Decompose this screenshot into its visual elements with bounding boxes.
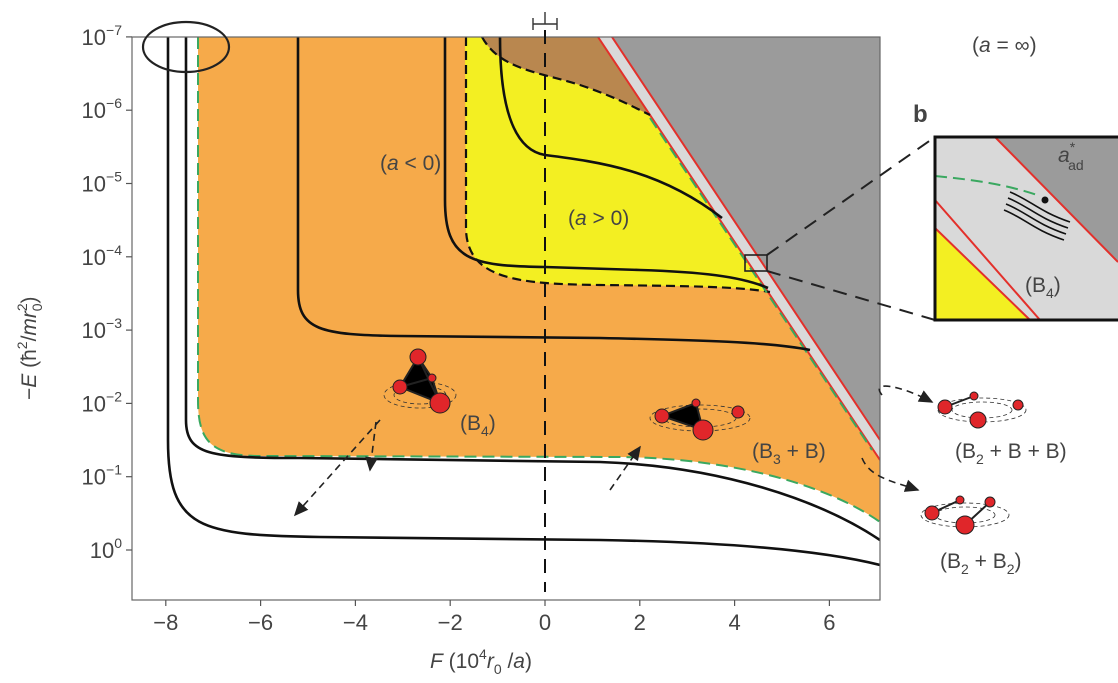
y-tick-label: 10−2: [82, 388, 123, 416]
y-axis-label: −E (ħ2/mr20): [14, 296, 45, 400]
y-tick-label: 10−7: [82, 22, 123, 50]
label-b2-b-b: (B2 + B + B): [955, 440, 1067, 467]
tick-base: 10: [82, 465, 106, 490]
tick-exponent: −6: [106, 95, 122, 111]
y-tick-label: 10−1: [82, 462, 123, 490]
tick-base: 10: [82, 25, 106, 50]
molecule-b2-b-b: [938, 392, 1026, 428]
tick-base: 10: [82, 391, 106, 416]
label-b2-b2: (B2 + B2): [940, 550, 1022, 577]
tick-exponent: −2: [106, 388, 122, 404]
tick-exponent: 0: [114, 535, 122, 551]
x-tick-label: −4: [343, 610, 368, 635]
label-b4: (B4): [460, 412, 496, 439]
tick-exponent: −5: [106, 169, 122, 185]
tick-exponent: −3: [106, 315, 122, 331]
y-tick-label: 10−3: [82, 315, 123, 343]
tick-exponent: −1: [106, 462, 122, 478]
label-a-infinite: (a = ∞): [972, 34, 1037, 57]
tick-base: 10: [82, 318, 106, 343]
x-tick-label: −2: [438, 610, 463, 635]
tick-base: 10: [90, 538, 114, 563]
x-tick-label: −6: [248, 610, 273, 635]
x-tick-label: 0: [539, 610, 551, 635]
y-tick-label: 100: [90, 535, 122, 563]
molecule-b2-b2: [921, 496, 1009, 534]
y-tick-label: 10−6: [82, 95, 123, 123]
tick-exponent: −4: [106, 242, 122, 258]
error-bar: [533, 12, 557, 30]
tick-base: 10: [82, 245, 106, 270]
tick-exponent: −7: [106, 22, 122, 38]
figure: b a*ad (B4) (a < 0) (a > 0) (a = ∞) (B4)…: [0, 0, 1118, 683]
x-tick-label: 4: [728, 610, 740, 635]
label-b3-b: (B3 + B): [752, 440, 826, 467]
tick-base: 10: [82, 172, 106, 197]
label-a-positive: (a > 0): [568, 207, 629, 230]
panel-label: b: [913, 101, 928, 128]
tick-base: 10: [82, 98, 106, 123]
phase-regions: [168, 37, 880, 565]
x-tick-label: 6: [823, 610, 835, 635]
label-a-negative: (a < 0): [380, 152, 441, 175]
x-tick-label: 2: [634, 610, 646, 635]
x-tick-label: −8: [153, 610, 178, 635]
x-axis-label: F (104r0 /a): [430, 646, 532, 677]
inset-b4: (B4): [1025, 274, 1061, 301]
y-tick-label: 10−5: [82, 169, 123, 197]
y-tick-label: 10−4: [82, 242, 123, 270]
